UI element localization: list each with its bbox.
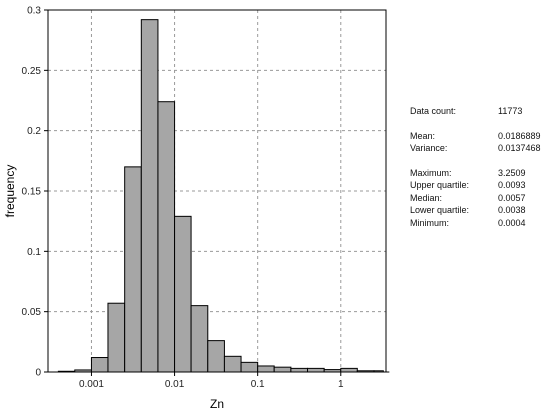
x-tick-label: 0.001 — [79, 379, 104, 390]
y-tick-label: 0.15 — [22, 187, 42, 198]
stat-data-count: Data count: 11773 — [410, 105, 548, 118]
stat-variance: Variance: 0.0137468 — [410, 142, 548, 155]
histogram-bar — [140, 19, 159, 373]
stat-value: 0.0186889 — [498, 130, 541, 141]
stat-value: 0.0004 — [498, 217, 526, 228]
stat-value: 0.0057 — [498, 192, 526, 203]
histogram-bar — [157, 101, 176, 373]
histogram-bar — [307, 367, 325, 373]
grid-layer — [48, 9, 386, 372]
histogram-bar — [124, 166, 142, 373]
x-tick-label: 1 — [338, 379, 344, 390]
stat-value: 0.0038 — [498, 205, 526, 215]
stat-minimum: Minimum: 0.0004 — [410, 217, 548, 230]
histogram-bar — [107, 302, 126, 373]
y-axis: 0 0.05 0.1 0.15 0.2 0.25 0.3 — [22, 6, 48, 379]
histogram-bar — [223, 355, 242, 373]
histogram-bar — [240, 361, 259, 373]
y-tick-label: 0.05 — [22, 307, 42, 318]
y-tick-label: 0.3 — [27, 6, 41, 17]
x-axis-title: Zn — [210, 397, 224, 411]
histogram-bar — [290, 367, 309, 373]
stat-upper-quartile: Upper quartile: 0.0093 — [410, 179, 548, 192]
histogram-bar — [340, 367, 358, 373]
stat-maximum: Maximum: 3.2509 — [410, 167, 548, 180]
y-tick-label: 0 — [35, 368, 41, 379]
stat-label: Data count: — [410, 106, 457, 116]
stat-label: Maximum: — [410, 167, 452, 178]
bars-layer — [52, 19, 390, 373]
y-tick-label: 0.1 — [27, 247, 41, 258]
histogram-bar — [257, 365, 275, 373]
stat-mean: Mean: 0.0186889 — [410, 130, 548, 143]
x-tick-label: 0.1 — [251, 379, 265, 390]
statistics-panel: Data count: 11773 Mean: 0.0186889 Varian… — [410, 105, 548, 229]
stat-value: 0.0093 — [498, 180, 526, 190]
stat-lower-quartile: Lower quartile: 0.0038 — [410, 204, 548, 217]
histogram-bar — [90, 357, 109, 373]
stat-label: Variance: — [410, 143, 448, 153]
stat-value: 11773 — [498, 106, 523, 116]
stat-value: 3.2509 — [498, 167, 526, 178]
histogram-bar — [190, 305, 209, 373]
stat-label: Median: — [410, 192, 443, 203]
stat-label: Mean: — [410, 130, 436, 141]
y-axis-title: frequency — [3, 165, 17, 218]
y-tick-label: 0.25 — [22, 66, 42, 77]
stat-label: Minimum: — [410, 217, 450, 228]
histogram-bar — [174, 215, 192, 373]
y-tick-label: 0.2 — [27, 126, 41, 137]
x-tick-label: 0.01 — [165, 379, 185, 390]
histogram-bar — [273, 366, 292, 373]
stat-value: 0.0137468 — [498, 143, 541, 153]
stat-label: Upper quartile: — [410, 180, 470, 190]
x-axis: 0.001 0.01 0.1 1 — [79, 372, 344, 390]
stat-median: Median: 0.0057 — [410, 192, 548, 205]
histogram-bar — [207, 340, 225, 373]
stat-label: Lower quartile: — [410, 205, 470, 215]
